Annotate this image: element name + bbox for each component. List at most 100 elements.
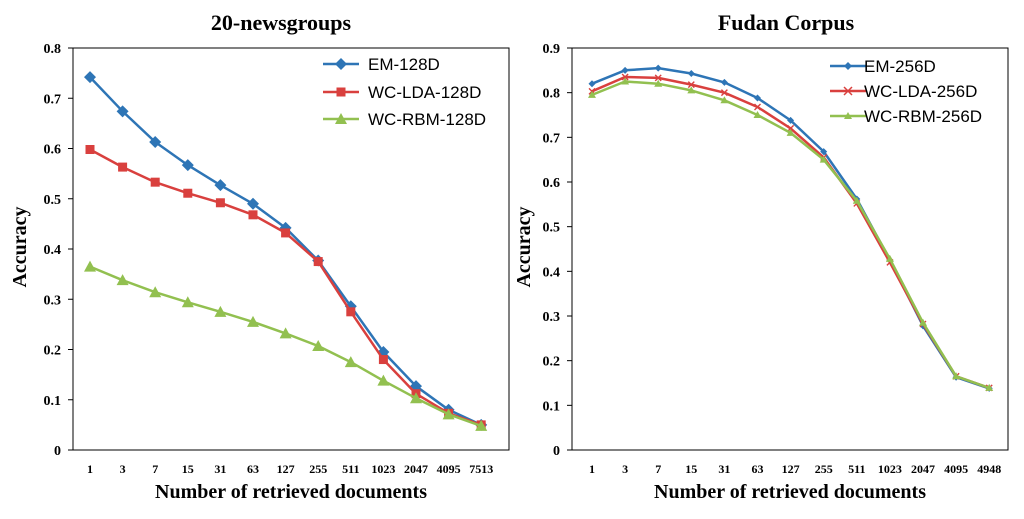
x-tick-label: 7 (152, 462, 158, 476)
point-marker-triangle (84, 260, 96, 272)
point-marker-triangle (116, 274, 129, 286)
legend-square-marker (336, 87, 346, 97)
x-tick-label: 63 (752, 462, 764, 476)
series-em-128d (84, 71, 488, 431)
chart-20-newsgroups: 20-newsgroups 00.10.20.30.40.50.60.70.8 … (9, 10, 510, 503)
y-tick-label: 0.5 (543, 221, 561, 236)
x-tick-label: 255 (815, 462, 833, 476)
point-marker-x (654, 74, 662, 82)
x-axis-ticks: 1 3 7 15 31 63 127 255 511 1023 2047 4095 7513 (87, 462, 493, 476)
point-marker-square (183, 188, 193, 198)
x-tick-label: 127 (782, 462, 800, 476)
y-tick-label: 0.4 (44, 243, 62, 258)
point-marker-triangle (687, 86, 696, 94)
point-marker-triangle (753, 111, 762, 118)
legend-diamond-marker (844, 62, 852, 70)
y-axis-ticks: 0 0.1 0.2 0.3 0.4 0.5 0.6 0.7 0.8 0.9 (543, 42, 572, 459)
point-marker-x (621, 73, 629, 81)
point-marker-triangle (985, 383, 994, 391)
point-marker-square (281, 228, 291, 238)
point-marker-diamond (247, 197, 259, 210)
legend-entry-wc-rbm-128d: WC-RBM-128D (323, 110, 486, 129)
y-tick-label: 0 (54, 444, 61, 459)
x-axis-ticks: 1 3 7 15 31 63 127 255 511 1023 2047 4095 4948 (589, 462, 1001, 476)
point-marker-triangle (149, 286, 162, 298)
point-marker-diamond (720, 78, 728, 86)
legend-x-marker (843, 86, 853, 96)
point-marker-diamond (116, 105, 129, 118)
x-tick-label: 255 (309, 462, 327, 476)
legend-triangle-marker (844, 112, 852, 119)
point-marker-triangle (919, 318, 927, 326)
x-tick-label: 4948 (977, 462, 1001, 476)
point-marker-triangle (819, 155, 828, 163)
point-marker-triangle (312, 339, 325, 351)
x-tick-label: 2047 (911, 462, 935, 476)
legend-entry-em-128d: EM-128D (323, 55, 440, 74)
point-marker-square (313, 257, 323, 267)
x-tick-label: 15 (182, 462, 194, 476)
point-marker-diamond (621, 66, 629, 74)
point-marker-square (248, 210, 258, 220)
y-tick-label: 0.2 (543, 355, 561, 370)
x-tick-label: 1023 (878, 462, 902, 476)
y-tick-label: 0.6 (44, 143, 62, 158)
legend-label: WC-RBM-128D (368, 110, 486, 129)
x-tick-label: 3 (622, 462, 628, 476)
y-tick-label: 0.3 (44, 293, 62, 308)
x-tick-label: 511 (342, 462, 359, 476)
point-marker-triangle (344, 356, 357, 368)
point-marker-diamond (787, 116, 795, 124)
y-tick-label: 0.9 (543, 42, 561, 57)
x-tick-label: 511 (848, 462, 865, 476)
y-tick-label: 0.7 (44, 92, 62, 107)
chart-title: Fudan Corpus (718, 10, 855, 35)
point-marker-triangle (621, 77, 630, 85)
x-tick-label: 1 (87, 462, 93, 476)
point-marker-triangle (442, 408, 455, 420)
point-marker-triangle (279, 327, 292, 339)
point-marker-triangle (214, 305, 227, 317)
point-marker-square (215, 198, 225, 208)
y-tick-label: 0.5 (44, 193, 62, 208)
x-tick-label: 31 (718, 462, 730, 476)
x-axis-label: Number of retrieved documents (155, 481, 427, 503)
legend-entry-wc-lda-128d: WC-LDA-128D (323, 83, 481, 102)
point-marker-triangle (181, 296, 194, 308)
y-tick-label: 0.6 (543, 176, 561, 191)
series-line (89, 148, 482, 427)
y-tick-label: 0.7 (543, 131, 561, 146)
point-marker-triangle (852, 196, 861, 204)
legend-triangle-marker (335, 113, 347, 124)
series-group (84, 71, 488, 431)
legend-diamond-marker (335, 58, 347, 70)
x-tick-label: 3 (120, 462, 126, 476)
y-axis-label: Accuracy (513, 206, 535, 287)
point-marker-diamond (214, 179, 227, 192)
x-tick-label: 1023 (371, 462, 395, 476)
legend-label: EM-256D (864, 57, 936, 76)
chart-title: 20-newsgroups (211, 10, 352, 35)
point-marker-diamond (181, 159, 194, 172)
y-axis-ticks: 0 0.1 0.2 0.3 0.4 0.5 0.6 0.7 0.8 (44, 42, 73, 459)
legend-label: WC-LDA-256D (864, 82, 977, 101)
point-marker-square (118, 162, 128, 172)
point-marker-diamond (588, 80, 596, 88)
point-marker-triangle (952, 372, 961, 380)
x-tick-label: 4095 (944, 462, 968, 476)
point-marker-triangle (885, 254, 894, 262)
x-tick-label: 127 (277, 462, 295, 476)
series-wc-rbm-128d (84, 260, 488, 431)
y-tick-label: 0 (553, 444, 560, 459)
point-marker-diamond (654, 64, 662, 72)
plot-area-frame (72, 47, 510, 451)
point-marker-triangle (654, 79, 663, 87)
point-marker-triangle (475, 419, 488, 431)
legend: EM-256D WC-LDA-256D WC-RBM-256D (830, 57, 982, 126)
point-marker-triangle (247, 315, 259, 327)
point-marker-triangle (786, 128, 795, 136)
y-tick-label: 0.8 (44, 42, 62, 57)
x-tick-label: 7513 (469, 462, 493, 476)
point-marker-diamond (820, 148, 828, 156)
